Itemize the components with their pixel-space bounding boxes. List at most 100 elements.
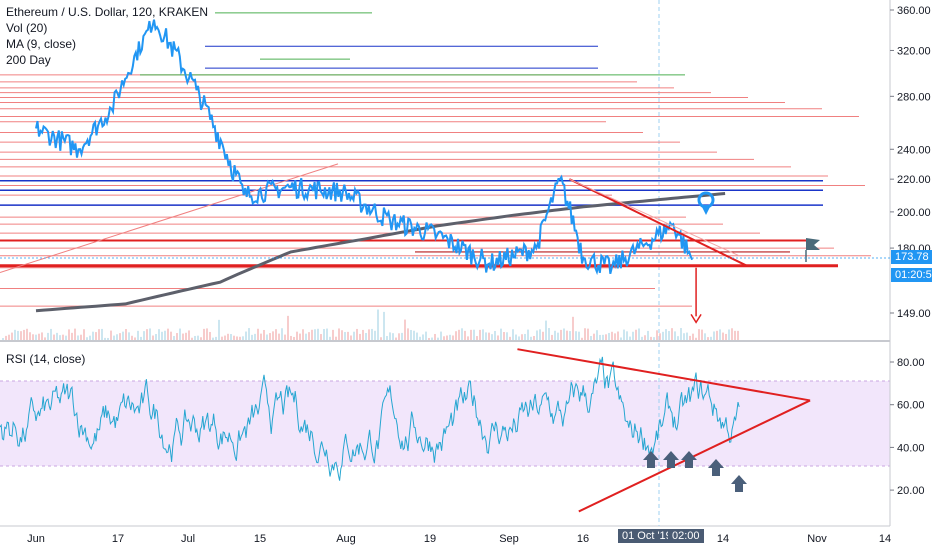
volume-bar [5, 335, 7, 340]
volume-bar [446, 335, 448, 340]
rsi-line [0, 356, 740, 481]
volume-bar [728, 329, 730, 340]
time-tick-label: 19 [424, 533, 436, 545]
volume-bar [686, 332, 688, 340]
volume-bar [359, 333, 361, 340]
volume-bar [464, 330, 466, 340]
rsi-lower-trend-line [578, 399, 811, 513]
volume-bar [587, 328, 589, 340]
volume-bar [41, 332, 43, 340]
volume-bar [560, 329, 562, 340]
volume-bar [701, 329, 703, 340]
volume-bar [344, 332, 346, 340]
legend-200day[interactable]: 200 Day [6, 53, 51, 67]
volume-bar [566, 330, 568, 340]
volume-bar [617, 331, 619, 340]
volume-bar [317, 328, 319, 340]
volume-bar [218, 319, 220, 340]
volume-bar [632, 331, 634, 340]
volume-bar [593, 333, 595, 340]
volume-bar [491, 334, 493, 340]
volume-bar [149, 328, 151, 340]
volume-bar [380, 337, 382, 340]
volume-bar [542, 331, 544, 340]
flag-icon [806, 238, 820, 250]
volume-bar [413, 330, 415, 340]
volume-bar [125, 328, 127, 340]
volume-bar [86, 337, 88, 340]
volume-bar [674, 331, 676, 340]
volume-bar [605, 334, 607, 340]
volume-bar [62, 334, 64, 340]
volume-bar [215, 336, 217, 340]
volume-bar [8, 334, 10, 340]
legend-volume[interactable]: Vol (20) [6, 21, 48, 35]
volume-bar [254, 333, 256, 340]
legend-ma[interactable]: MA (9, close) [6, 37, 77, 51]
volume-bar [695, 337, 697, 340]
volume-bar [707, 337, 709, 340]
descending-resistance-line [568, 178, 748, 267]
volume-bar [386, 336, 388, 340]
volume-bar [119, 333, 121, 340]
volume-bar [590, 336, 592, 340]
volume-bar [470, 329, 472, 340]
volume-bar [428, 337, 430, 340]
volume-bar [341, 330, 343, 340]
volume-bar [107, 337, 109, 340]
volume-bar [527, 329, 529, 340]
volume-bar [95, 332, 97, 340]
volume-bar [398, 333, 400, 340]
volume-bar [419, 336, 421, 340]
volume-bar [437, 337, 439, 340]
volume-bar [467, 336, 469, 340]
volume-bar [443, 336, 445, 340]
time-tick-label: Sep [499, 533, 519, 545]
volume-bar [473, 329, 475, 340]
volume-bar [392, 333, 394, 340]
volume-bar [236, 336, 238, 340]
volume-bar [239, 336, 241, 340]
rsi-legend[interactable]: RSI (14, close) [6, 351, 85, 367]
volume-bar [614, 333, 616, 340]
rsi-upper-trend-line [517, 348, 811, 402]
volume-bar [500, 328, 502, 340]
time-tick-label: 17 [112, 533, 124, 545]
volume-bar [137, 330, 139, 340]
volume-bar [92, 331, 94, 340]
volume-bar [584, 328, 586, 340]
volume-bar [206, 328, 208, 340]
volume-bar [281, 328, 283, 340]
up-arrow-icon [663, 451, 679, 468]
volume-bar [647, 330, 649, 340]
volume-bar [659, 333, 661, 340]
volume-bar [32, 334, 34, 340]
volume-bar [563, 328, 565, 340]
volume-bar [221, 336, 223, 340]
trend-line-red [0, 163, 339, 274]
volume-bar [131, 335, 133, 340]
volume-bar [74, 328, 76, 340]
rsi-tick-label: 20.00 [897, 485, 925, 497]
legend-title[interactable]: Ethereum / U.S. Dollar, 120, KRAKEN [6, 5, 209, 19]
volume-bar [680, 328, 682, 340]
volume-bar [233, 335, 235, 340]
legend: Ethereum / U.S. Dollar, 120, KRAKEN Vol … [6, 4, 208, 68]
volume-bar [656, 330, 658, 340]
rsi-annotations [517, 348, 811, 513]
volume-bar [155, 334, 157, 340]
volume-bar [611, 331, 613, 340]
volume-bar [503, 331, 505, 340]
up-arrow-icon [708, 459, 724, 476]
rsi-axis[interactable]: 80.00 60.00 40.00 20.00 [890, 357, 925, 497]
time-tick-label: 14 [717, 533, 729, 545]
volume-bar [338, 328, 340, 340]
target-arrow-head [690, 313, 702, 324]
volume-bar [620, 337, 622, 340]
volume-bar [17, 330, 19, 340]
volume-bar [110, 330, 112, 340]
time-axis[interactable]: Jun 17 Jul 15 Aug 19 Sep 16 14 Nov 14 [27, 533, 891, 545]
volume-bar [14, 329, 16, 340]
volume-bar [569, 331, 571, 340]
volume-bar [185, 332, 187, 340]
